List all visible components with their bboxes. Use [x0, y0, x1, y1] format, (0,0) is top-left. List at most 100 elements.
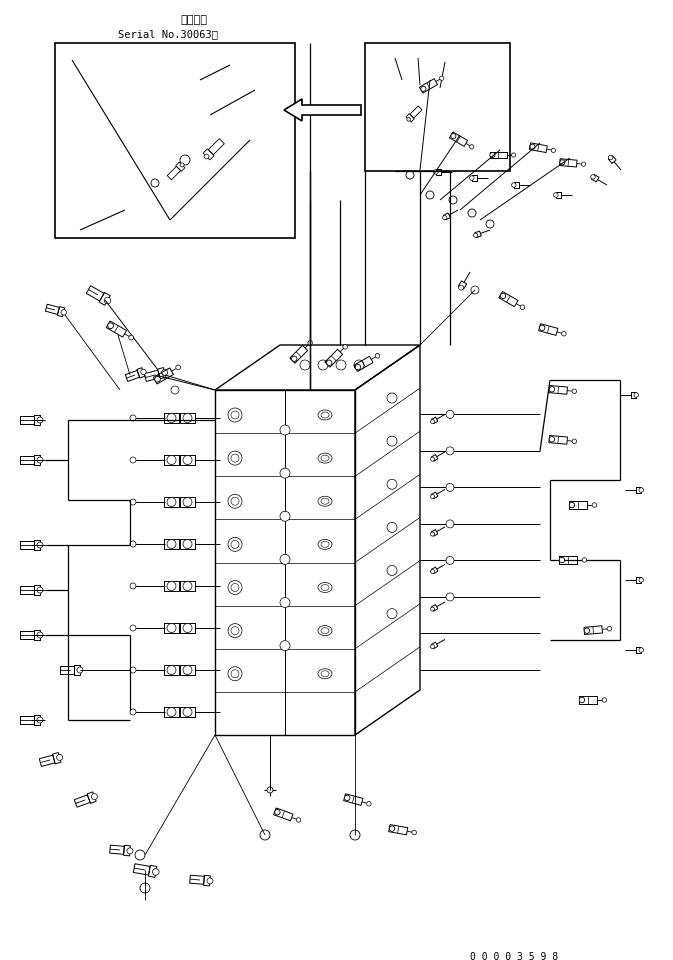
- Circle shape: [451, 133, 456, 139]
- Circle shape: [431, 644, 435, 649]
- Circle shape: [387, 436, 397, 446]
- Circle shape: [326, 360, 332, 366]
- Circle shape: [551, 148, 555, 153]
- Circle shape: [260, 830, 270, 840]
- Circle shape: [470, 145, 474, 149]
- Circle shape: [228, 581, 242, 594]
- Circle shape: [387, 609, 397, 618]
- Circle shape: [584, 628, 590, 634]
- Circle shape: [490, 153, 495, 157]
- Circle shape: [318, 360, 328, 370]
- Circle shape: [431, 457, 435, 461]
- Circle shape: [336, 360, 346, 370]
- Circle shape: [155, 376, 160, 382]
- Circle shape: [559, 558, 565, 563]
- Circle shape: [167, 455, 176, 465]
- Circle shape: [171, 386, 179, 394]
- Circle shape: [108, 323, 114, 328]
- Text: 適用号機: 適用号機: [180, 15, 207, 25]
- Circle shape: [579, 697, 585, 703]
- Circle shape: [183, 582, 192, 590]
- Circle shape: [607, 627, 612, 631]
- Circle shape: [228, 538, 242, 551]
- Circle shape: [180, 155, 190, 165]
- Circle shape: [77, 667, 83, 673]
- Circle shape: [421, 86, 426, 91]
- Ellipse shape: [318, 669, 332, 679]
- Circle shape: [582, 558, 587, 563]
- Circle shape: [130, 625, 136, 631]
- Circle shape: [231, 540, 239, 548]
- Ellipse shape: [318, 410, 332, 420]
- Circle shape: [443, 216, 447, 220]
- Circle shape: [426, 191, 434, 199]
- Circle shape: [446, 484, 454, 492]
- Circle shape: [37, 542, 43, 548]
- Circle shape: [228, 451, 242, 466]
- Circle shape: [296, 818, 301, 822]
- Circle shape: [569, 502, 575, 508]
- Polygon shape: [284, 99, 361, 121]
- Circle shape: [37, 587, 43, 593]
- Circle shape: [207, 877, 213, 884]
- Circle shape: [343, 345, 347, 349]
- Circle shape: [387, 565, 397, 575]
- Ellipse shape: [321, 628, 329, 634]
- Circle shape: [135, 850, 145, 860]
- Circle shape: [389, 826, 395, 831]
- Text: Serial No.30063～: Serial No.30063～: [118, 29, 218, 39]
- Circle shape: [500, 293, 505, 299]
- Circle shape: [231, 627, 239, 635]
- Circle shape: [183, 540, 192, 548]
- Circle shape: [183, 455, 192, 465]
- Bar: [215, 390, 355, 735]
- Ellipse shape: [321, 671, 329, 677]
- Circle shape: [130, 415, 136, 421]
- Circle shape: [104, 298, 111, 303]
- Circle shape: [130, 457, 136, 463]
- Circle shape: [167, 708, 176, 716]
- Circle shape: [167, 540, 176, 548]
- Circle shape: [540, 325, 545, 330]
- Circle shape: [37, 717, 43, 723]
- Ellipse shape: [318, 540, 332, 549]
- Circle shape: [231, 584, 239, 591]
- Circle shape: [280, 597, 290, 608]
- Circle shape: [280, 512, 290, 521]
- Circle shape: [37, 457, 43, 463]
- Circle shape: [602, 698, 606, 703]
- Bar: [55, 43, 295, 238]
- Circle shape: [446, 410, 454, 419]
- Circle shape: [130, 583, 136, 589]
- Circle shape: [470, 176, 474, 180]
- Circle shape: [141, 370, 146, 374]
- Circle shape: [406, 171, 414, 179]
- Circle shape: [431, 532, 435, 536]
- Ellipse shape: [321, 585, 329, 590]
- Circle shape: [129, 335, 133, 340]
- Circle shape: [176, 365, 180, 370]
- Circle shape: [167, 623, 176, 633]
- Circle shape: [367, 802, 371, 806]
- Circle shape: [581, 162, 586, 166]
- Circle shape: [520, 305, 525, 309]
- Circle shape: [204, 155, 209, 159]
- Circle shape: [231, 454, 239, 462]
- Circle shape: [639, 578, 643, 583]
- Circle shape: [486, 220, 494, 228]
- Circle shape: [387, 522, 397, 533]
- Circle shape: [458, 285, 464, 290]
- Circle shape: [231, 670, 239, 678]
- Circle shape: [167, 414, 176, 422]
- Circle shape: [130, 499, 136, 505]
- Circle shape: [549, 437, 555, 442]
- Circle shape: [280, 425, 290, 435]
- Circle shape: [446, 557, 454, 564]
- Circle shape: [37, 417, 43, 423]
- Circle shape: [183, 623, 192, 633]
- Circle shape: [639, 648, 643, 652]
- Circle shape: [446, 520, 454, 528]
- Circle shape: [167, 665, 176, 675]
- Circle shape: [439, 76, 444, 81]
- Circle shape: [431, 607, 435, 612]
